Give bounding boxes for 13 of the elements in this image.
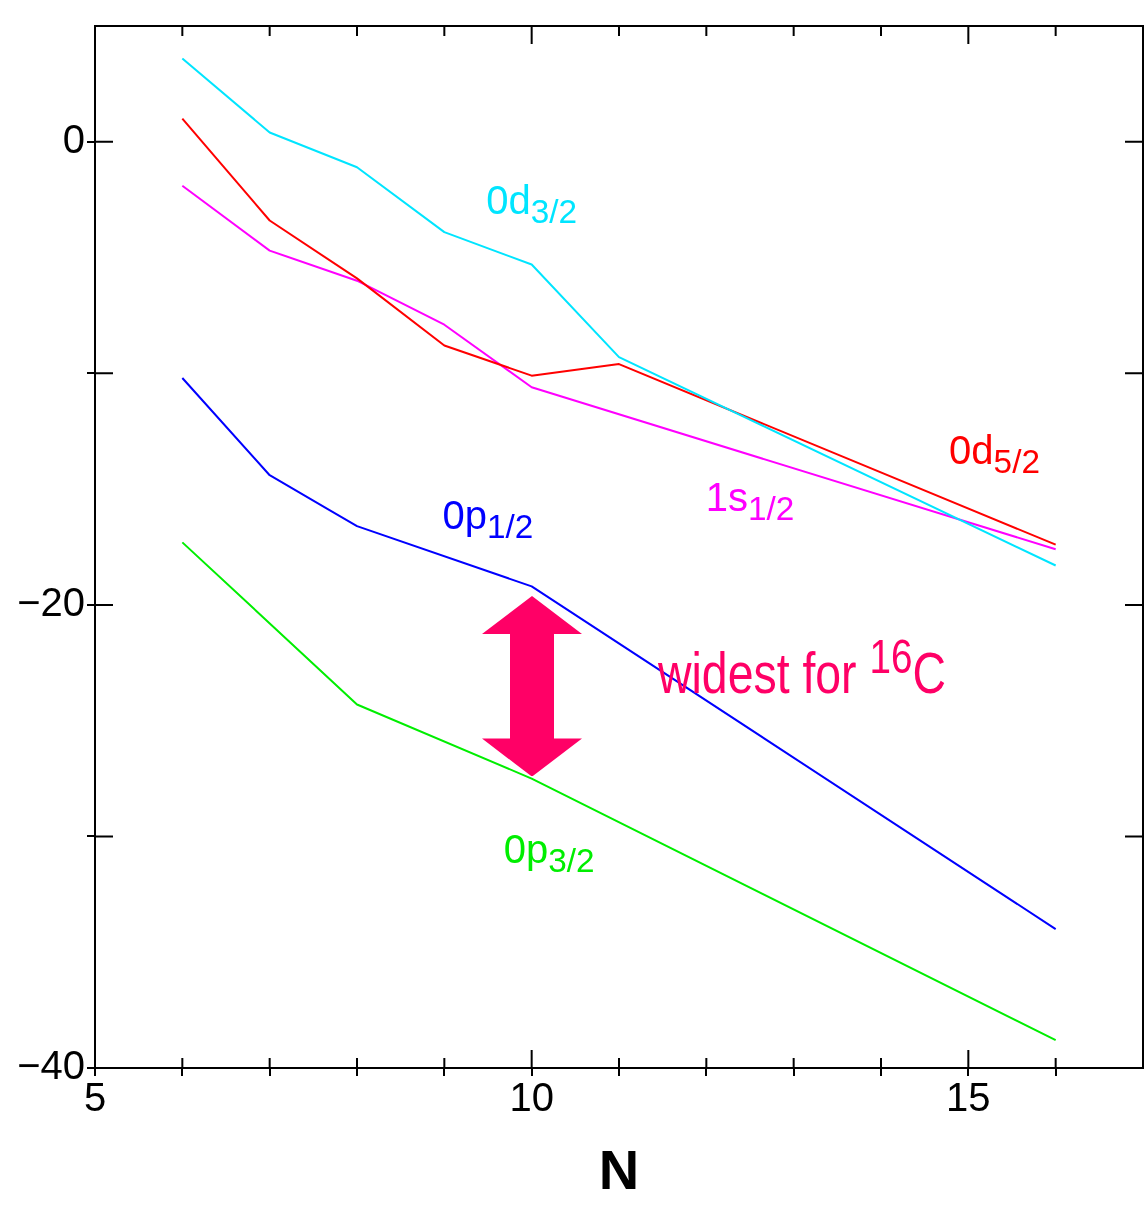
series-label: 0d$_{3/2}$ (486, 178, 578, 231)
x-tick-label: 5 (83, 1075, 107, 1120)
x-tick-label: 10 (509, 1075, 554, 1120)
series-label: 0p$_{3/2}$ (503, 826, 595, 879)
annotation: widest for $^{16}$C (658, 629, 947, 706)
series-label: 0p$_{1/2}$ (442, 493, 534, 546)
series-label: 1s$_{1/2}$ (705, 474, 795, 527)
y-tick-label: −20 (17, 579, 85, 624)
x-tick-label: 15 (946, 1075, 991, 1120)
y-tick-label: 0 (62, 116, 85, 161)
y-tick-label: −40 (17, 1043, 85, 1088)
x-axis-title: N (598, 1137, 640, 1201)
series-label: 0d$_{5/2}$ (949, 428, 1040, 481)
